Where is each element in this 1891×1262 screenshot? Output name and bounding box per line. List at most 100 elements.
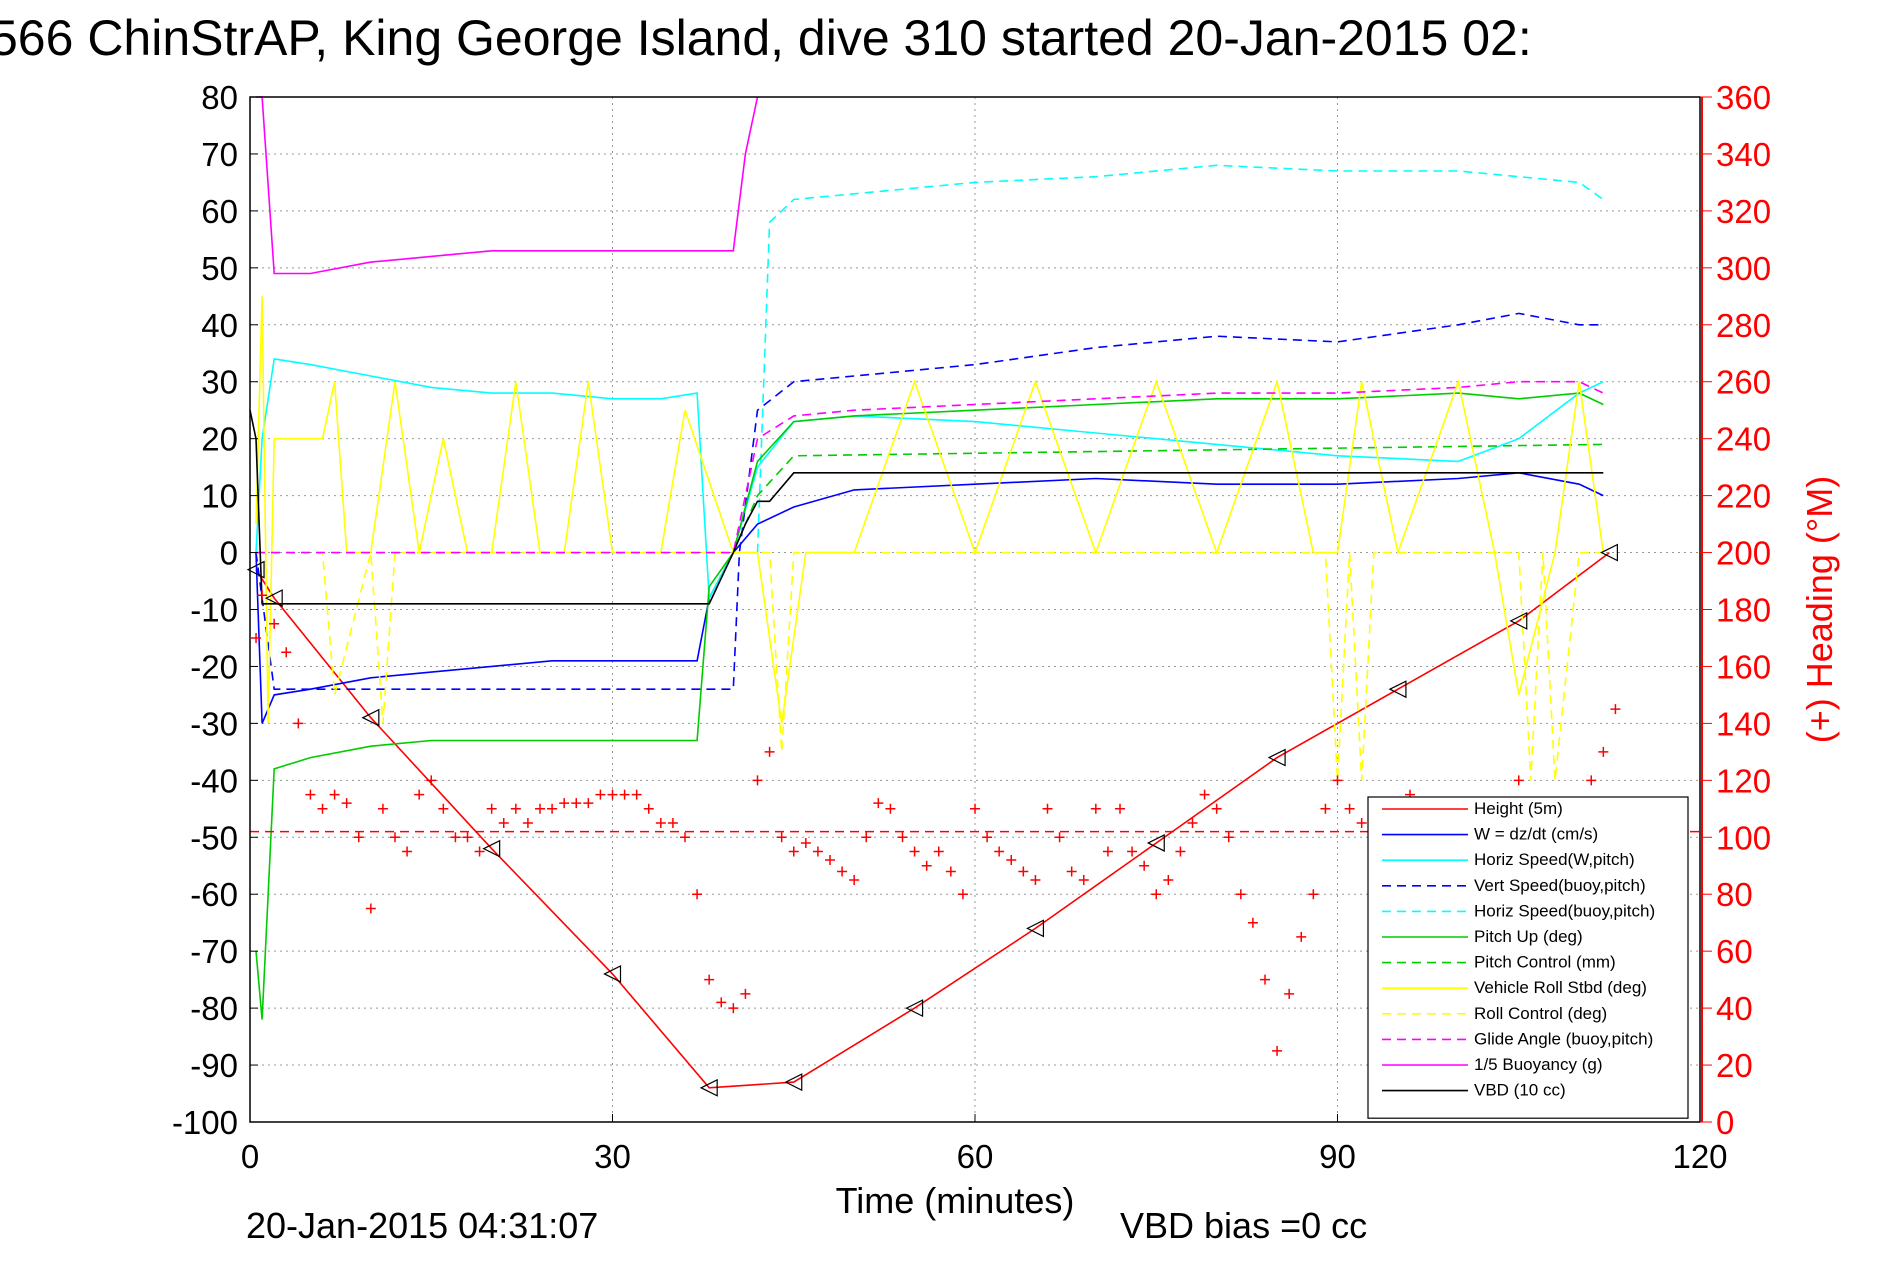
- y2-tick-label: 100: [1716, 819, 1771, 856]
- depth-marker: [246, 560, 265, 579]
- y-tick-label: -70: [190, 933, 238, 970]
- heading-point: [1247, 917, 1258, 928]
- y-tick-label: -50: [190, 819, 238, 856]
- heading-point: [1102, 846, 1113, 857]
- heading-point: [994, 846, 1005, 857]
- depth-marker: [905, 999, 924, 1018]
- legend-label: Horiz Speed(W,pitch): [1474, 850, 1635, 869]
- heading-point: [1078, 874, 1089, 885]
- y-tick-label: -60: [190, 876, 238, 913]
- legend-label: VBD (10 cc): [1474, 1081, 1566, 1100]
- depth-marker: [264, 589, 283, 608]
- y-tick-label: -100: [172, 1104, 238, 1141]
- series-vehicle-roll-stbd-deg: [255, 296, 1605, 724]
- heading-point: [957, 889, 968, 900]
- heading-point: [1090, 803, 1101, 814]
- heading-point: [571, 798, 582, 809]
- heading-point: [643, 803, 654, 814]
- heading-point: [377, 803, 388, 814]
- heading-point: [450, 832, 461, 843]
- heading-point: [1356, 818, 1367, 829]
- y-tick-label: -20: [190, 648, 238, 685]
- heading-point: [353, 832, 364, 843]
- heading-point: [583, 798, 594, 809]
- depth-marker: [1509, 611, 1528, 630]
- depth-marker: [1026, 919, 1045, 938]
- heading-point: [281, 647, 292, 658]
- x-tick-label: 90: [1319, 1138, 1356, 1175]
- heading-point: [305, 789, 316, 800]
- heading-point: [251, 632, 262, 643]
- heading-point: [909, 846, 920, 857]
- heading-point: [897, 832, 908, 843]
- y2-tick-label: 280: [1716, 307, 1771, 344]
- y-tick-label: -30: [190, 705, 238, 742]
- y-tick-label: -80: [190, 990, 238, 1027]
- series-1-5-buoyancy-g: [256, 96, 759, 275]
- heading-point: [970, 803, 980, 814]
- heading-point: [293, 718, 304, 729]
- heading-point: [510, 803, 521, 814]
- y2-tick-label: 120: [1716, 762, 1771, 799]
- series-group: [246, 96, 1700, 1097]
- y-tick-label: -10: [190, 592, 238, 629]
- x-tick-label: 0: [241, 1138, 259, 1175]
- depth-markers: [246, 543, 1618, 1097]
- depth-marker: [361, 708, 380, 727]
- heading-point: [474, 846, 485, 857]
- y-tick-label: 10: [201, 478, 238, 515]
- heading-point: [716, 997, 727, 1008]
- heading-point: [704, 974, 715, 985]
- heading-point: [269, 618, 280, 629]
- legend: Height (5m) W = dz/dt (cm/s) Horiz Speed(W…: [1367, 796, 1689, 1119]
- y2-tick-label: 40: [1716, 990, 1753, 1027]
- heading-point: [631, 789, 642, 800]
- heading-point: [667, 818, 678, 829]
- heading-point: [825, 855, 835, 866]
- heading-point: [1513, 775, 1524, 786]
- heading-point: [812, 846, 823, 857]
- y2-tick-label: 220: [1716, 478, 1771, 515]
- y-tick-label: 40: [201, 307, 238, 344]
- heading-point: [402, 846, 413, 857]
- x-axis-label: Time (minutes): [836, 1180, 1075, 1221]
- heading-point: [788, 846, 799, 857]
- heading-point: [800, 837, 811, 848]
- heading-point: [740, 988, 751, 999]
- y-tick-label: 70: [201, 136, 238, 173]
- heading-point: [837, 866, 848, 877]
- heading-point: [1308, 889, 1319, 900]
- y2-ticks: 3603403203002802602402202001801601401201…: [1700, 79, 1771, 1141]
- heading-point: [595, 789, 606, 800]
- heading-point: [1030, 874, 1041, 885]
- heading-point: [341, 798, 352, 809]
- heading-point: [1296, 931, 1307, 942]
- heading-point: [486, 803, 497, 814]
- heading-point: [933, 846, 944, 857]
- heading-point: [1115, 803, 1125, 814]
- depth-marker: [784, 1073, 803, 1092]
- legend-label: Pitch Control (mm): [1474, 953, 1616, 972]
- y-tick-label: 0: [220, 535, 238, 572]
- legend-label: Vert Speed(buoy,pitch): [1474, 876, 1646, 895]
- legend-label: Glide Angle (buoy,pitch): [1474, 1029, 1653, 1048]
- depth-marker: [603, 964, 622, 983]
- heading-point: [1018, 866, 1029, 877]
- heading-point: [945, 866, 956, 877]
- heading-point: [438, 803, 449, 814]
- heading-point: [1272, 1045, 1283, 1056]
- y2-tick-label: 300: [1716, 250, 1771, 287]
- heading-point: [692, 889, 703, 900]
- heading-point: [257, 590, 268, 601]
- x-ticks: 0 30 60 90 120: [241, 1114, 1728, 1175]
- y2-tick-label: 320: [1716, 193, 1771, 230]
- heading-point: [522, 818, 533, 829]
- legend-label: Vehicle Roll Stbd (deg): [1474, 978, 1647, 997]
- y2-tick-label: 260: [1716, 364, 1771, 401]
- y2-tick-label: 80: [1716, 876, 1753, 913]
- heading-point: [982, 832, 993, 843]
- y-tick-label: -90: [190, 1047, 238, 1084]
- heading-point: [1163, 874, 1174, 885]
- y2-tick-label: 20: [1716, 1047, 1753, 1084]
- y2-tick-label: 180: [1716, 592, 1771, 629]
